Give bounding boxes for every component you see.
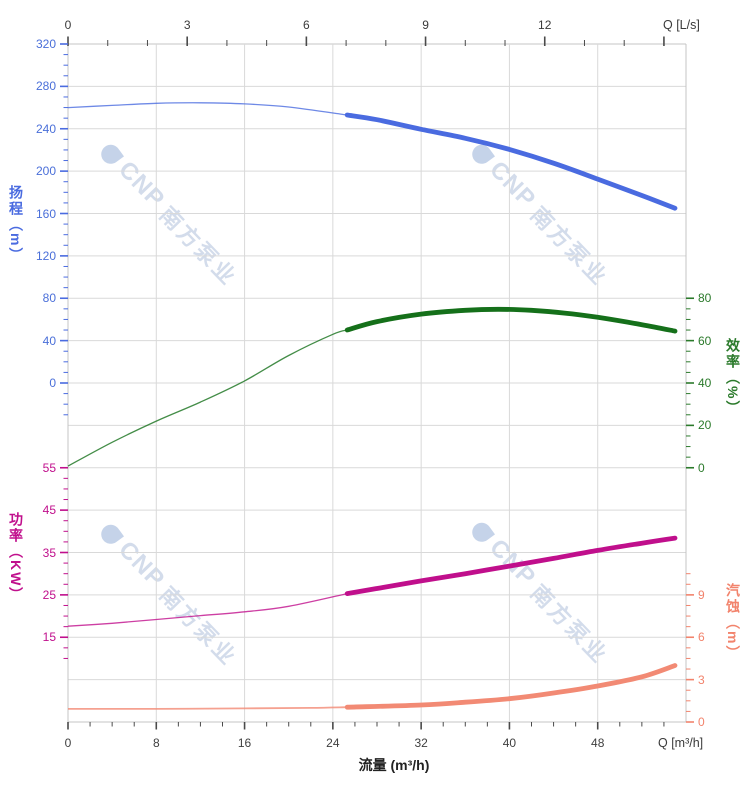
power-axis-title: 功率（KW）: [8, 512, 24, 604]
efficiency-curve-thin: [67, 329, 348, 467]
flow-axis-title: 流量 (m³/h): [358, 757, 430, 773]
npsh-curve-thin: [67, 706, 348, 710]
head-curve: [344, 112, 678, 211]
top-axis-unit-label: Q [L/s]: [663, 18, 700, 32]
efficiency-axis-title: 效率（%）: [725, 338, 741, 417]
power-curve: [344, 535, 678, 596]
npsh-curve: [344, 663, 678, 710]
head-axis-title: 扬程（m）: [8, 185, 24, 264]
head-curve-thin: [67, 102, 348, 116]
power-curve-thin: [67, 592, 348, 627]
efficiency-curve: [344, 306, 678, 334]
npsh-axis-title: 汽蚀（m）: [725, 583, 741, 662]
bottom-axis-unit-label: Q [m³/h]: [658, 736, 704, 750]
